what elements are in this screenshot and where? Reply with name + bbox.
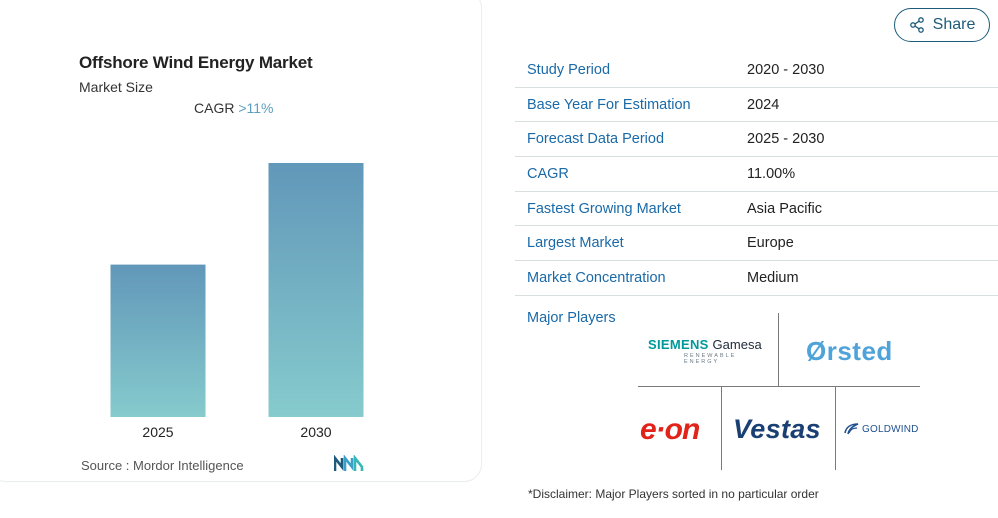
cagr-label: CAGR >11% xyxy=(194,100,274,116)
info-value: Medium xyxy=(747,269,799,286)
share-icon xyxy=(909,17,924,33)
bar-2025 xyxy=(110,264,206,417)
bar-2030 xyxy=(268,163,364,417)
market-size-card xyxy=(0,0,482,482)
info-value: 2025 - 2030 xyxy=(747,131,825,148)
orsted-logo: Ørsted xyxy=(806,336,893,366)
siemens-wordmark: SIEMENS xyxy=(648,337,709,352)
info-key[interactable]: Study Period xyxy=(527,61,611,78)
share-button[interactable]: Share xyxy=(894,8,990,42)
bar-chart: 2025 2030 xyxy=(110,163,364,440)
x-tick-label: 2025 xyxy=(142,424,173,440)
info-row-largest-market: Largest Market Europe xyxy=(515,226,998,262)
market-info-table: Study Period 2020 - 2030 Base Year For E… xyxy=(515,53,998,296)
info-value: Asia Pacific xyxy=(747,200,822,217)
info-key[interactable]: Largest Market xyxy=(527,235,624,252)
players-divider xyxy=(778,313,779,387)
cagr-label-text: CAGR xyxy=(194,100,235,116)
cagr-value: >11% xyxy=(238,100,274,116)
goldwind-wordmark: GOLDWIND xyxy=(862,423,919,435)
info-row-forecast-period: Forecast Data Period 2025 - 2030 xyxy=(515,122,998,158)
chart-title: Offshore Wind Energy Market xyxy=(79,53,313,72)
goldwind-icon xyxy=(844,423,859,435)
players-divider xyxy=(721,386,722,470)
info-key[interactable]: Fastest Growing Market xyxy=(527,200,681,217)
source-note: Source : Mordor Intelligence xyxy=(81,458,244,473)
info-key[interactable]: Base Year For Estimation xyxy=(527,96,691,113)
mordor-intelligence-logo-icon xyxy=(334,455,364,471)
players-divider xyxy=(638,386,920,387)
info-row-market-concentration: Market Concentration Medium xyxy=(515,261,998,296)
info-row-study-period: Study Period 2020 - 2030 xyxy=(515,53,998,88)
info-row-base-year: Base Year For Estimation 2024 xyxy=(515,88,998,123)
info-value: Europe xyxy=(747,235,794,252)
info-key[interactable]: CAGR xyxy=(527,165,569,182)
gamesa-wordmark: Gamesa xyxy=(712,337,762,352)
info-row-cagr: CAGR 11.00% xyxy=(515,157,998,192)
vestas-logo: Vestas xyxy=(733,414,821,444)
disclaimer-note: *Disclaimer: Major Players sorted in no … xyxy=(528,487,819,501)
chart-subtitle: Market Size xyxy=(79,79,153,95)
players-divider xyxy=(835,386,836,470)
siemens-gamesa-logo: SIEMENS Gamesa RENEWABLE ENERGY xyxy=(648,337,774,365)
goldwind-logo: GOLDWIND xyxy=(843,423,919,435)
share-label: Share xyxy=(932,16,976,33)
eon-logo: e·on xyxy=(640,413,700,446)
info-row-fastest-growing: Fastest Growing Market Asia Pacific xyxy=(515,192,998,227)
siemens-subtitle: RENEWABLE ENERGY xyxy=(684,353,737,365)
info-key[interactable]: Forecast Data Period xyxy=(527,131,665,148)
info-key[interactable]: Market Concentration xyxy=(527,269,666,286)
info-value: 2020 - 2030 xyxy=(747,61,825,78)
x-tick-label: 2030 xyxy=(300,424,331,440)
info-value: 2024 xyxy=(747,96,780,113)
info-value: 11.00% xyxy=(747,165,796,182)
major-players-label[interactable]: Major Players xyxy=(527,310,616,326)
